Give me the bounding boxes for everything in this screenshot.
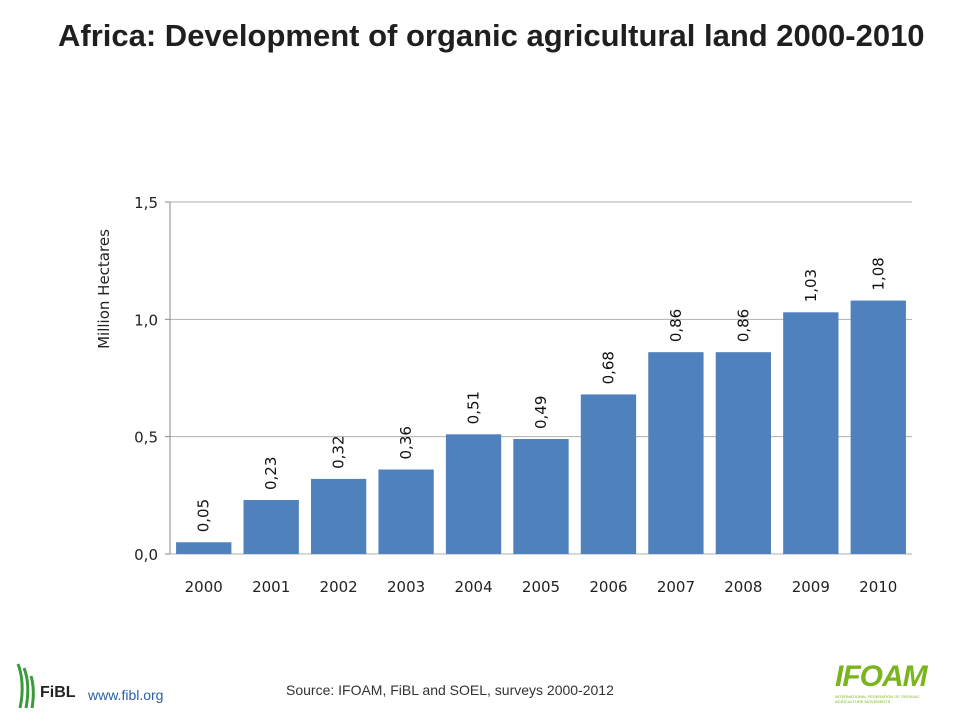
ifoam-logo: IFOAM INTERNATIONAL FEDERATION OF ORGANI… (835, 660, 937, 704)
x-tick-label: 2007 (657, 578, 695, 596)
bar (715, 352, 772, 554)
x-tick-label: 2004 (454, 578, 492, 596)
data-label: 0,36 (397, 426, 415, 459)
data-label: 0,05 (195, 499, 213, 532)
data-label: 0,86 (734, 309, 752, 342)
data-label: 1,03 (802, 269, 820, 302)
chart-title: Africa: Development of organic agricultu… (58, 18, 925, 53)
data-label: 0,68 (599, 351, 617, 384)
x-tick-label: 2010 (859, 578, 897, 596)
bar (378, 469, 434, 554)
ifoam-logo-subtext: INTERNATIONAL FEDERATION OF ORGANIC AGRI… (835, 694, 920, 704)
y-tick-label: 0,5 (134, 429, 158, 447)
fibl-logo-text: FiBL (40, 684, 76, 701)
y-tick-label: 1,0 (134, 311, 158, 329)
source-note: Source: IFOAM, FiBL and SOEL, surveys 20… (286, 682, 614, 698)
bar (850, 300, 906, 554)
x-tick-label: 2008 (724, 578, 762, 596)
bar (310, 478, 367, 554)
bar (783, 312, 839, 554)
x-tick-label: 2005 (522, 578, 560, 596)
bar (580, 394, 637, 554)
data-label: 0,32 (330, 436, 348, 469)
bar (176, 542, 232, 554)
data-label: 0,49 (532, 396, 550, 429)
fibl-logo: FiBL (14, 660, 86, 715)
data-label: 0,23 (262, 457, 280, 490)
bar (513, 439, 569, 554)
y-axis-label: Million Hectares (95, 229, 113, 349)
fibl-website-link[interactable]: www.fibl.org (88, 687, 164, 703)
data-label: 0,86 (667, 309, 685, 342)
y-tick-label: 1,5 (134, 194, 158, 212)
bar (648, 352, 704, 554)
x-tick-label: 2000 (185, 578, 223, 596)
bar (243, 500, 299, 554)
y-tick-label: 0,0 (134, 546, 158, 564)
data-label: 0,51 (465, 391, 483, 424)
x-tick-label: 2002 (320, 578, 358, 596)
x-tick-label: 2006 (589, 578, 627, 596)
bar (445, 434, 502, 554)
x-tick-label: 2003 (387, 578, 425, 596)
data-label: 1,08 (869, 257, 887, 290)
ifoam-logo-text: IFOAM (835, 660, 928, 693)
x-tick-label: 2001 (252, 578, 290, 596)
x-tick-label: 2009 (792, 578, 830, 596)
